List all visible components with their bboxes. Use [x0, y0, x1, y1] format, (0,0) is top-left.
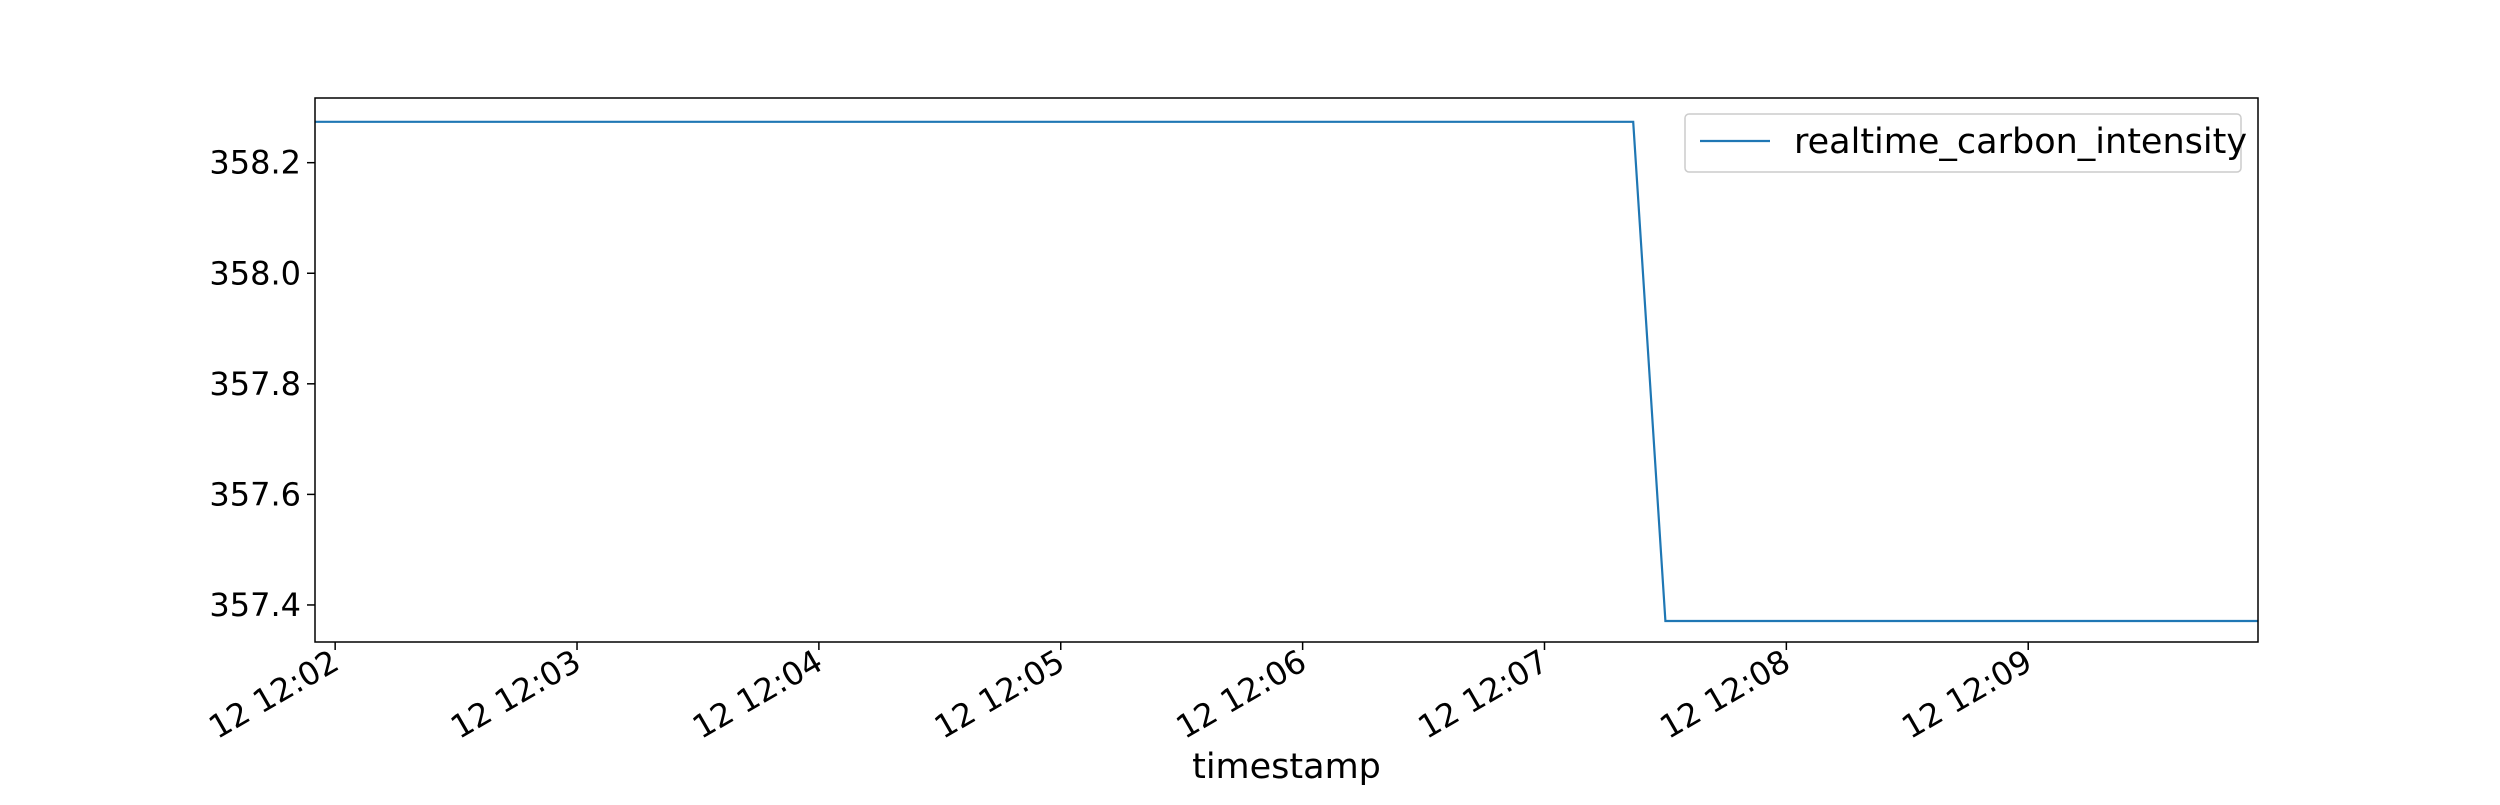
plot-frame — [314, 97, 2259, 643]
y-tick-label: 357.8 — [209, 365, 301, 403]
y-axis-ticks: 357.4 357.6 357.8 358.0 358.2 — [209, 144, 315, 624]
y-tick-label: 358.2 — [209, 144, 301, 182]
series-line-realtime_carbon_intensity — [315, 120, 2258, 623]
y-tick-label: 357.6 — [209, 475, 301, 513]
legend-box — [1684, 113, 2242, 173]
legend-label: realtime_carbon_intensity — [1794, 122, 2247, 162]
series-layer — [315, 120, 2258, 623]
x-axis-label: timestamp — [1192, 747, 1381, 787]
legend: realtime_carbon_intensity — [1684, 113, 2247, 173]
y-tick-label: 357.4 — [209, 586, 301, 624]
y-tick-label: 358.0 — [209, 254, 301, 292]
